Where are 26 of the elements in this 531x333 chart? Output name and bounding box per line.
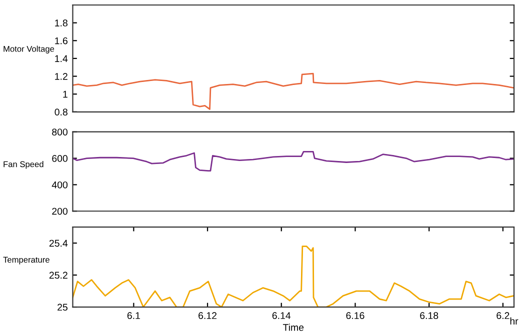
y-tick-label: 25.4 <box>49 240 68 247</box>
y-axis-title: Temperature <box>3 256 50 264</box>
y-tick-label: 0.8 <box>54 108 68 116</box>
x-tick-label: 6.14 <box>272 312 291 320</box>
x-tick-label: 6.16 <box>346 312 364 320</box>
x-axis-title: Time <box>282 324 304 331</box>
y-tick-label: 1.6 <box>55 37 68 44</box>
y-tick-label: 1 <box>63 90 68 98</box>
y-tick-label: 25.2 <box>49 272 68 279</box>
x-tick-label: 6.1 <box>127 312 140 320</box>
y-axis-title: Fan Speed <box>4 161 44 169</box>
y-tick-label: 1.2 <box>55 72 68 80</box>
y-tick-label: 1.4 <box>55 55 68 62</box>
x-tick-label: 6.12 <box>198 312 216 320</box>
y-tick-label: 25 <box>58 304 68 311</box>
y-tick-label: 800 <box>52 128 68 136</box>
text: hr <box>510 317 518 324</box>
line-series <box>72 72 514 110</box>
y-axis-title: Motor Voltage <box>4 46 54 54</box>
y-tick-label: 1.8 <box>55 20 68 26</box>
x-tick-label: 6.18 <box>420 312 438 320</box>
y-tick-label: 400 <box>52 181 68 188</box>
x-tick-label: 6.2 <box>496 312 510 320</box>
y-tick-label: 600 <box>52 155 68 162</box>
line-series <box>72 150 514 172</box>
y-tick-label: 200 <box>52 208 68 215</box>
